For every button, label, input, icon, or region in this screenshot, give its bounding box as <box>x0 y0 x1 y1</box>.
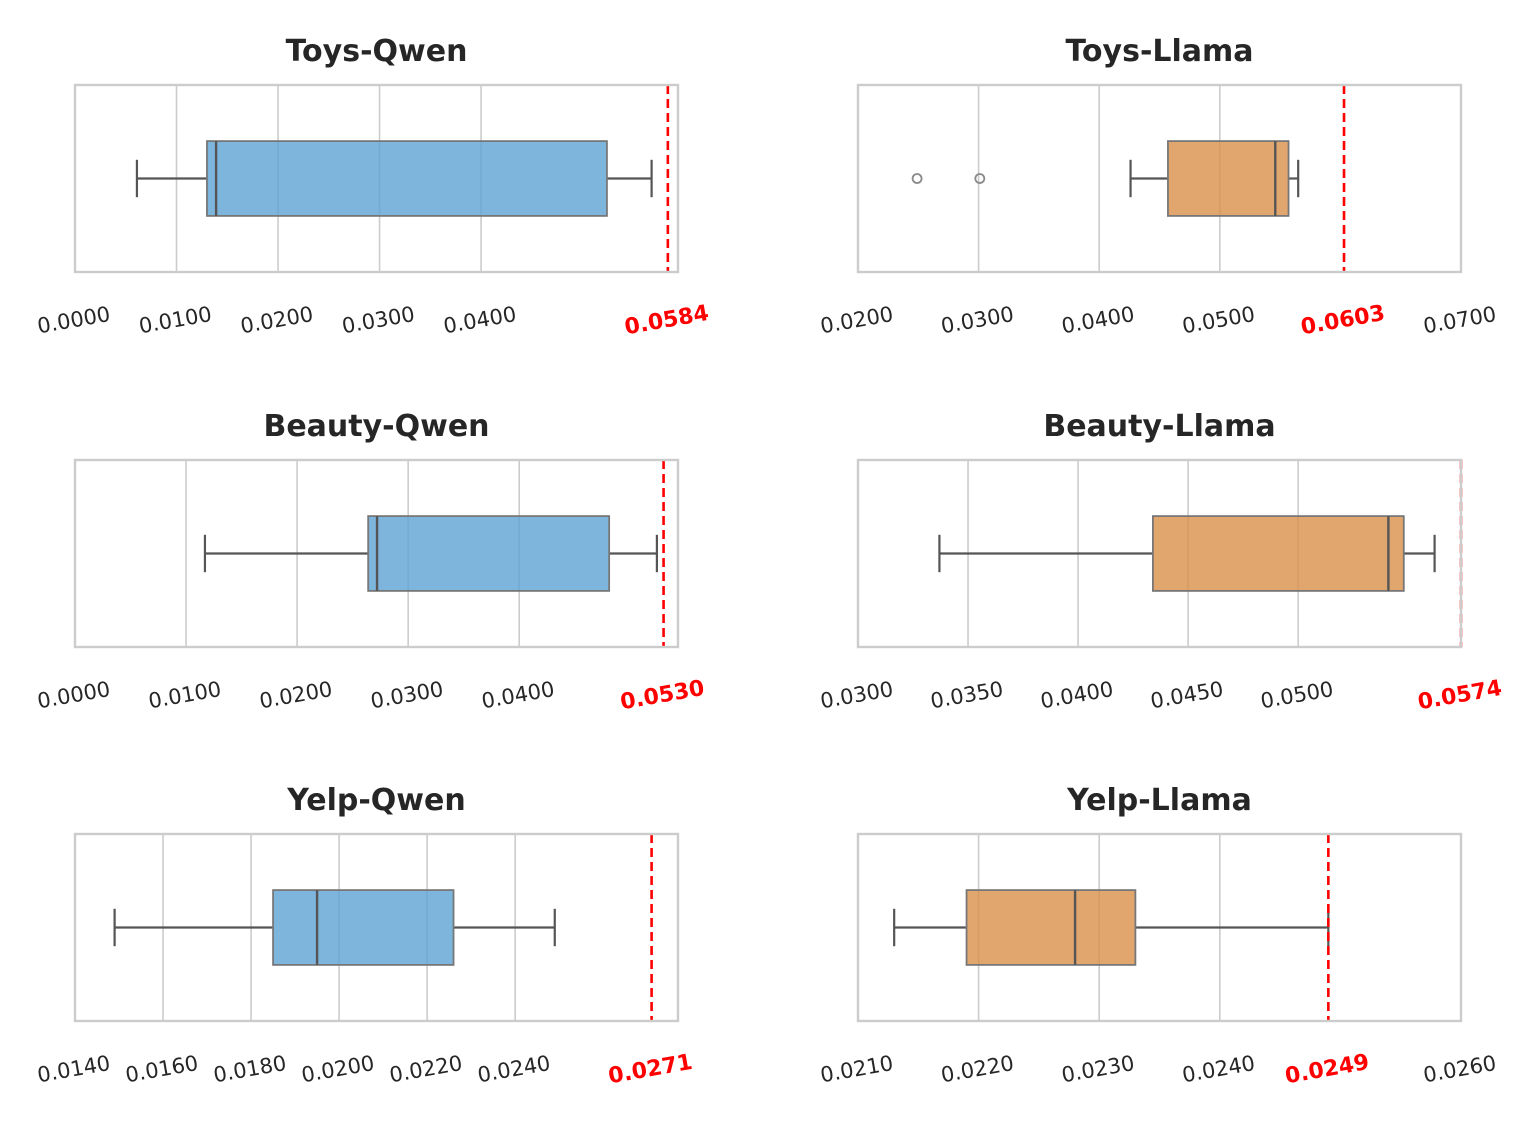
tick-label: 0.0100 <box>137 302 214 338</box>
tick-label: 0.0400 <box>480 677 557 713</box>
tick-label: 0.0400 <box>1060 302 1137 338</box>
axes-frame <box>73 83 680 274</box>
iqr-box <box>206 140 608 217</box>
tick-label: 0.0180 <box>212 1051 289 1087</box>
panel-yelp-llama: Yelp-Llama 0.0210 0.0220 0.0230 0.0240 0.0260… <box>819 783 1499 1089</box>
tick-label: 0.0200 <box>300 1051 377 1087</box>
panel-toys-qwen: Toys-Qwen 0.0000 0.0100 0.0200 0.0300 0.0400 0… <box>36 34 711 340</box>
tick-label: 0.0000 <box>36 677 113 713</box>
panel-title: Beauty-Qwen <box>263 409 489 444</box>
iqr-box <box>1167 140 1290 217</box>
tick-label: 0.0350 <box>929 677 1006 713</box>
tick-label: 0.0300 <box>939 302 1016 338</box>
panel-title: Toys-Qwen <box>286 34 468 69</box>
panel-yelp-qwen: Yelp-Qwen 0.0140 0.0160 0.0180 0.0200 0.0220 0… <box>36 783 695 1089</box>
tick-label: 0.0000 <box>36 302 113 338</box>
tick-label: 0.0220 <box>388 1051 465 1087</box>
reference-tick-label: 0.0271 <box>606 1050 694 1089</box>
axes-frame <box>73 832 680 1023</box>
tick-label: 0.0450 <box>1149 677 1226 713</box>
tick-label: 0.0140 <box>36 1051 113 1087</box>
panel-title: Beauty-Llama <box>1043 409 1275 444</box>
reference-tick-label: 0.0584 <box>623 301 711 340</box>
tick-label: 0.0300 <box>819 677 896 713</box>
tick-label: 0.0230 <box>1060 1051 1137 1087</box>
tick-label: 0.0160 <box>124 1051 201 1087</box>
tick-label: 0.0300 <box>369 677 446 713</box>
outlier-point <box>974 173 986 184</box>
tick-label: 0.0200 <box>819 302 896 338</box>
panel-title: Toys-Llama <box>1065 34 1253 69</box>
panel-title: Yelp-Qwen <box>286 783 465 818</box>
iqr-box <box>965 889 1137 966</box>
reference-tick-label: 0.0249 <box>1283 1050 1371 1089</box>
tick-label: 0.0210 <box>819 1051 896 1087</box>
tick-label: 0.0400 <box>1039 677 1116 713</box>
axes-frame <box>856 832 1463 1023</box>
reference-tick-label: 0.0530 <box>618 676 706 715</box>
tick-label: 0.0200 <box>258 677 335 713</box>
tick-label: 0.0400 <box>442 302 519 338</box>
outlier-point <box>911 173 923 184</box>
tick-label: 0.0700 <box>1422 302 1499 338</box>
tick-label: 0.0500 <box>1180 302 1257 338</box>
tick-label: 0.0200 <box>239 302 316 338</box>
iqr-box <box>1151 515 1405 592</box>
axes-frame <box>73 458 680 649</box>
panel-beauty-qwen: Beauty-Qwen 0.0000 0.0100 0.0200 0.0300 0.040… <box>36 409 707 715</box>
panel-title: Yelp-Llama <box>1066 783 1252 818</box>
tick-label: 0.0300 <box>340 302 417 338</box>
tick-label: 0.0240 <box>1180 1051 1257 1087</box>
panel-toys-llama: Toys-Llama 0.0200 0.0300 0.0400 0.0500 0.0700… <box>819 34 1499 340</box>
axes-frame <box>856 458 1463 649</box>
tick-label: 0.0260 <box>1422 1051 1499 1087</box>
tick-label: 0.0500 <box>1259 677 1336 713</box>
reference-tick-label: 0.0603 <box>1299 301 1387 340</box>
tick-label: 0.0220 <box>939 1051 1016 1087</box>
tick-label: 0.0240 <box>476 1051 553 1087</box>
axes-frame <box>856 83 1463 274</box>
iqr-box <box>272 889 455 966</box>
panel-beauty-llama: Beauty-Llama 0.0300 0.0350 0.0400 0.0450 0.05… <box>819 409 1504 715</box>
iqr-box <box>367 515 611 592</box>
reference-tick-label: 0.0574 <box>1416 676 1504 715</box>
tick-label: 0.0100 <box>147 677 224 713</box>
